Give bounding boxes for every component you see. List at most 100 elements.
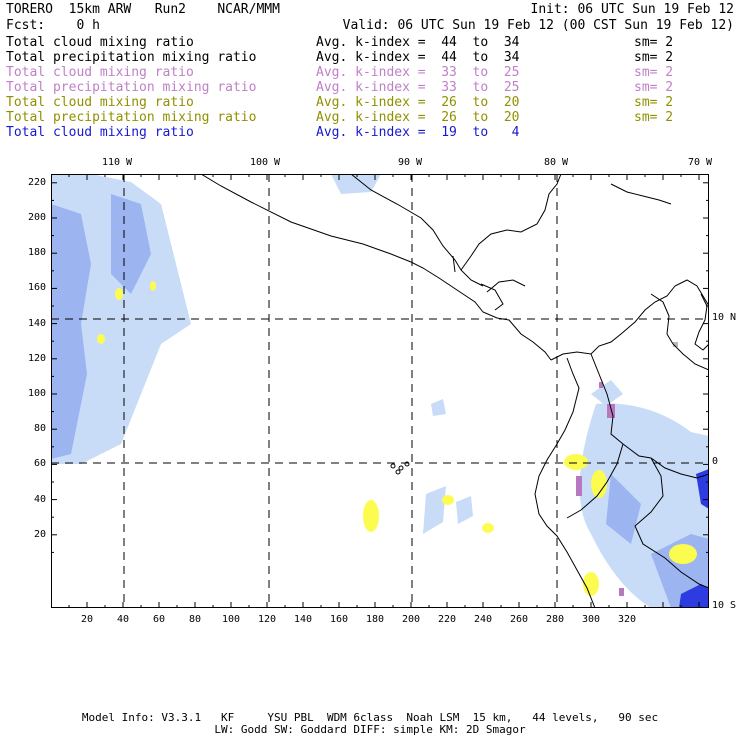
x-tick-label: 320 xyxy=(617,614,637,625)
x-tick-label: 140 xyxy=(293,614,313,625)
legend-kindex: Avg. k-index = 26 to 20 xyxy=(316,95,520,110)
border-honduras xyxy=(480,283,504,311)
map-frame xyxy=(51,174,709,608)
precip-purple-3 xyxy=(576,476,582,496)
y-tick-label: 200 xyxy=(27,212,46,223)
coast-venezuela xyxy=(650,293,709,371)
galapagos-4 xyxy=(395,469,401,475)
border-peru-brazil xyxy=(634,457,709,589)
legend-field-name: Total precipitation mixing ratio xyxy=(6,50,257,65)
y-tick-label: 20 xyxy=(33,528,46,540)
border-colombia xyxy=(590,353,709,479)
cloud-field-dark xyxy=(679,469,709,608)
valid-time: Valid: 06 UTC Sun 19 Feb 12 (00 CST Sun … xyxy=(342,18,734,33)
x-tick-label: 180 xyxy=(365,614,385,625)
coast-yucatan xyxy=(460,174,562,271)
legend-smoothing: sm= 2 xyxy=(634,65,674,80)
legend-smoothing: sm= 2 xyxy=(634,50,674,65)
legend-smoothing: sm= 2 xyxy=(634,110,674,125)
precip-blob-9 xyxy=(669,544,697,564)
coast-cuba xyxy=(610,183,672,205)
legend-field-name: Total cloud mixing ratio xyxy=(6,65,194,80)
model-info: Model Info: V3.3.1 KF YSU PBL WDM 6class… xyxy=(81,711,659,724)
precip-blob-2 xyxy=(442,495,454,505)
galapagos-3 xyxy=(404,461,410,467)
legend-field-name: Total cloud mixing ratio xyxy=(6,95,194,110)
x-tick-label: 220 xyxy=(437,614,457,625)
legend-kindex: Avg. k-index = 26 to 20 xyxy=(316,110,520,125)
legend-smoothing: sm= 2 xyxy=(634,35,674,50)
longitude-label: 70 W xyxy=(687,157,713,168)
cloud-field-mid1 xyxy=(423,486,446,534)
coastlines xyxy=(200,174,709,608)
x-tick-label: 100 xyxy=(221,614,241,625)
legend-kindex: Avg. k-index = 33 to 25 xyxy=(316,80,520,95)
precip-blob-1 xyxy=(363,500,379,532)
legend-kindex: Avg. k-index = 33 to 25 xyxy=(316,65,520,80)
precip-blob-6 xyxy=(564,454,588,470)
x-tick-label: 280 xyxy=(545,614,565,625)
cloud-field-west-inner xyxy=(111,194,151,294)
y-tick-label: 180 xyxy=(27,247,46,259)
coast-gulf xyxy=(350,174,484,287)
legend-smoothing: sm= 2 xyxy=(634,95,674,110)
y-tick-label: 120 xyxy=(27,352,46,364)
legend-field-name: Total precipitation mixing ratio xyxy=(6,80,257,95)
longitude-label: 80 W xyxy=(543,157,569,168)
border-guatemala xyxy=(452,255,456,273)
y-tick-label: 160 xyxy=(27,282,46,294)
coast-pacific-central-america xyxy=(200,174,552,361)
galapagos-1 xyxy=(390,463,396,469)
x-tick-marks xyxy=(68,174,700,608)
legend-kindex: Avg. k-index = 44 to 34 xyxy=(316,35,520,50)
y-tick-label: 100 xyxy=(27,388,46,399)
border-nicaragua xyxy=(486,279,526,293)
cloud-field-top xyxy=(331,174,381,194)
x-tick-label: 20 xyxy=(80,614,94,625)
longitude-label: 90 W xyxy=(397,157,423,168)
precip-blob-3 xyxy=(482,523,494,533)
x-tick-label: 60 xyxy=(152,614,166,625)
precip-purple-4 xyxy=(619,588,624,596)
legend-field-name: Total cloud mixing ratio xyxy=(6,125,194,140)
cloud-field-medium xyxy=(51,194,709,608)
y-tick-label: 140 xyxy=(27,317,46,329)
x-tick-label: 200 xyxy=(401,614,421,625)
precip-field-purple xyxy=(576,382,624,596)
x-tick-label: 240 xyxy=(473,614,493,625)
cloud-core-se xyxy=(679,584,709,608)
precip-blob-5 xyxy=(150,281,156,291)
init-time: Init: 06 UTC Sun 19 Feb 12 xyxy=(530,2,735,17)
legend-field-name: Total precipitation mixing ratio xyxy=(6,110,257,125)
galapagos-2 xyxy=(398,465,404,471)
forecast-hour: Fcst: 0 h xyxy=(6,18,100,33)
legend-smoothing: sm= 2 xyxy=(634,80,674,95)
y-tick-label: 220 xyxy=(27,176,46,188)
x-tick-label: 300 xyxy=(581,614,601,625)
weather-map xyxy=(51,174,709,608)
latitude-label: 0 xyxy=(712,456,719,467)
y-tick-label: 60 xyxy=(33,458,46,470)
model-physics: LW: Godd SW: Goddard DIFF: simple KM: 2D… xyxy=(214,723,526,736)
longitude-label: 110 W xyxy=(101,157,133,168)
precip-purple-1 xyxy=(607,404,615,418)
precip-blob-4 xyxy=(115,288,123,300)
cloud-field-andes xyxy=(606,474,641,544)
latitude-label: 10 N xyxy=(712,312,737,323)
latitude-label: 10 S xyxy=(712,600,737,611)
y-tick-label: 40 xyxy=(33,493,46,505)
longitude-label: 100 W xyxy=(249,157,281,168)
x-tick-label: 260 xyxy=(509,614,529,625)
cloud-field-small xyxy=(431,399,446,416)
cloud-core-east xyxy=(696,469,709,509)
precip-field-yellow xyxy=(97,281,697,596)
border-ecuador-peru xyxy=(566,443,624,519)
legend-field-name: Total cloud mixing ratio xyxy=(6,35,194,50)
legend-kindex: Avg. k-index = 19 to 4 xyxy=(316,125,520,140)
precip-blob-8 xyxy=(583,572,599,596)
model-title: TORERO 15km ARW Run2 NCAR/MMM xyxy=(6,2,280,17)
precip-blob-10 xyxy=(97,334,105,344)
cloud-field-west-core xyxy=(51,204,91,459)
precip-purple-2 xyxy=(599,382,603,388)
coast-caribbean xyxy=(550,279,709,361)
